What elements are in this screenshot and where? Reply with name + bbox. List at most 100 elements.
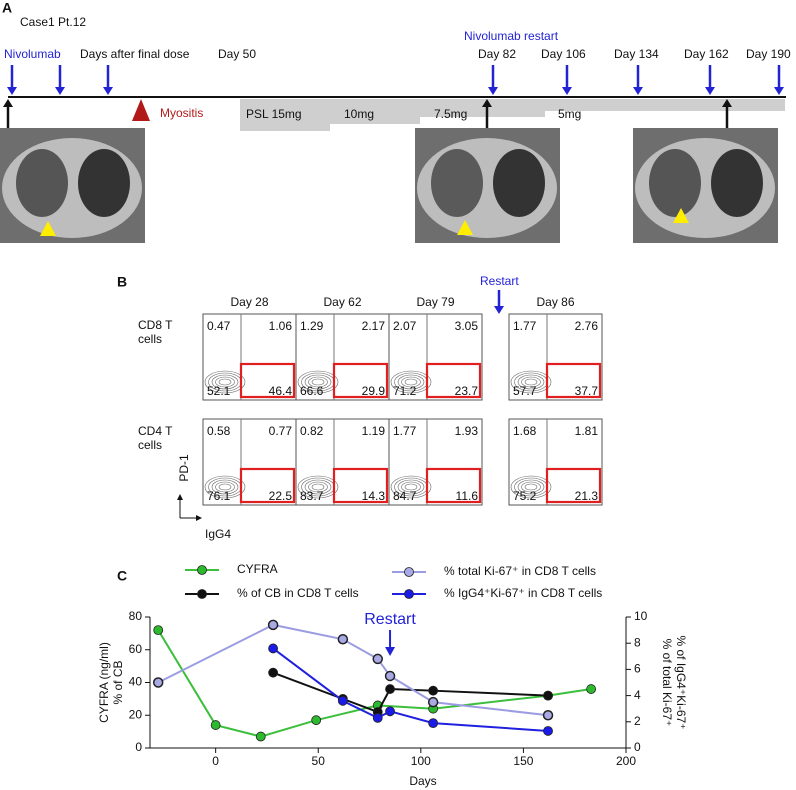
data-point bbox=[153, 625, 164, 635]
y-axis-label: CYFRA (ng/ml) bbox=[97, 642, 111, 723]
legend-label: % total Ki-67⁺ in CD8 T cells bbox=[444, 564, 596, 578]
y2-axis-label: % of total Ki-67⁺ bbox=[660, 639, 674, 727]
contour bbox=[311, 483, 325, 491]
quadrant-value: 1.06 bbox=[269, 319, 293, 333]
column-label: Day 86 bbox=[536, 295, 574, 309]
day-label: Day 82 bbox=[478, 47, 516, 61]
contour bbox=[297, 370, 339, 394]
data-point bbox=[210, 720, 221, 730]
contour bbox=[524, 378, 538, 386]
contour bbox=[308, 376, 328, 388]
legend-marker bbox=[404, 589, 414, 599]
data-point bbox=[268, 667, 279, 678]
dose-label: 5mg bbox=[558, 107, 581, 121]
quadrant-value: 2.76 bbox=[575, 319, 599, 333]
data-point bbox=[372, 653, 383, 665]
contour bbox=[304, 374, 332, 390]
contour bbox=[404, 378, 418, 386]
quadrant-value: 0.47 bbox=[207, 319, 231, 333]
data-point bbox=[427, 696, 439, 708]
quadrant-value: 76.1 bbox=[207, 489, 231, 503]
axis-arrows bbox=[177, 494, 202, 521]
contour bbox=[211, 374, 239, 390]
quadrant-value: 2.07 bbox=[393, 319, 417, 333]
y-tick-label: 20 bbox=[129, 707, 143, 721]
contour bbox=[204, 370, 246, 394]
legend-marker bbox=[404, 567, 414, 577]
data-point bbox=[428, 718, 439, 729]
quadrant-value: 1.19 bbox=[362, 424, 386, 438]
data-point bbox=[384, 670, 396, 682]
data-point bbox=[385, 684, 395, 694]
contour bbox=[211, 479, 239, 495]
event-label: Myositis bbox=[160, 106, 203, 120]
contour bbox=[215, 481, 235, 493]
contour bbox=[311, 378, 325, 386]
data-point bbox=[586, 684, 597, 694]
y-axis-label: % of CB bbox=[111, 660, 125, 704]
restart-label: Restart bbox=[480, 274, 519, 288]
panel-label: B bbox=[117, 274, 127, 290]
x-tick-label: 200 bbox=[616, 754, 636, 768]
y2-tick-label: 10 bbox=[634, 609, 648, 623]
timeline-arrows bbox=[3, 65, 784, 128]
y2-tick-label: 8 bbox=[634, 635, 641, 649]
quadrant-value: 52.1 bbox=[207, 384, 231, 398]
contour bbox=[517, 479, 545, 495]
dose-arrow-head bbox=[562, 87, 572, 95]
y2-axis-label: % of IgG4⁺Ki-67⁺ bbox=[674, 635, 688, 729]
x-tick-label: 0 bbox=[212, 754, 219, 768]
contour bbox=[397, 374, 425, 390]
quadrant-value: 71.2 bbox=[393, 384, 417, 398]
quadrant-value: 84.7 bbox=[393, 489, 417, 503]
ct-image bbox=[633, 128, 778, 243]
dose-arrow-head bbox=[633, 87, 643, 95]
quadrant-value: 1.77 bbox=[393, 424, 417, 438]
quadrant-value: 1.68 bbox=[513, 424, 537, 438]
y-tick-label: 40 bbox=[129, 675, 143, 689]
quadrant-value: 83.7 bbox=[300, 489, 324, 503]
restart-arrow-head bbox=[494, 306, 504, 314]
contour bbox=[297, 475, 339, 499]
flow-panels: Day 28 Day 62 Day 79 Day 86 0.47 1.06 52.1 46.4… bbox=[202, 290, 603, 506]
dose-arrow-head bbox=[774, 87, 784, 95]
contour bbox=[517, 374, 545, 390]
gate bbox=[332, 362, 389, 399]
contour bbox=[218, 483, 232, 491]
gate bbox=[332, 467, 389, 504]
dose-step bbox=[330, 99, 420, 124]
x-axis-label: IgG4 bbox=[205, 527, 231, 541]
dose-step bbox=[420, 99, 545, 117]
image-arrow-head bbox=[3, 99, 13, 107]
days-after-label: Days after final dose bbox=[80, 47, 190, 61]
row-label: CD8 T cells bbox=[138, 318, 173, 346]
dose-steps bbox=[240, 99, 785, 131]
data-point bbox=[255, 731, 266, 742]
dose-step bbox=[545, 99, 785, 111]
legend-label: % IgG4⁺Ki-67⁺ in CD8 T cells bbox=[444, 586, 602, 600]
quadrant-value: 1.81 bbox=[575, 424, 599, 438]
contour bbox=[390, 475, 432, 499]
series-line bbox=[157, 629, 592, 738]
day-label: Day 50 bbox=[218, 47, 256, 61]
case-label: Case1 Pt.12 bbox=[20, 15, 86, 29]
contour bbox=[510, 475, 552, 499]
column-label: Day 62 bbox=[323, 295, 361, 309]
y2-tick-label: 4 bbox=[634, 688, 641, 702]
dose-arrow-head bbox=[7, 87, 17, 95]
x-tick-label: 100 bbox=[411, 754, 431, 768]
gate bbox=[239, 362, 296, 399]
data-point bbox=[337, 695, 348, 706]
legend-label: CYFRA bbox=[237, 562, 278, 576]
quadrant-value: 22.5 bbox=[269, 489, 293, 503]
legend-marker bbox=[197, 589, 207, 599]
quadrant-value: 37.7 bbox=[575, 384, 599, 398]
contour bbox=[401, 481, 421, 493]
data-point bbox=[542, 710, 554, 721]
contour bbox=[404, 483, 418, 491]
quadrant-value: 46.4 bbox=[269, 384, 293, 398]
data-point bbox=[385, 706, 395, 717]
day-label: Day 106 bbox=[541, 47, 586, 61]
quadrant-value: 0.58 bbox=[207, 424, 231, 438]
